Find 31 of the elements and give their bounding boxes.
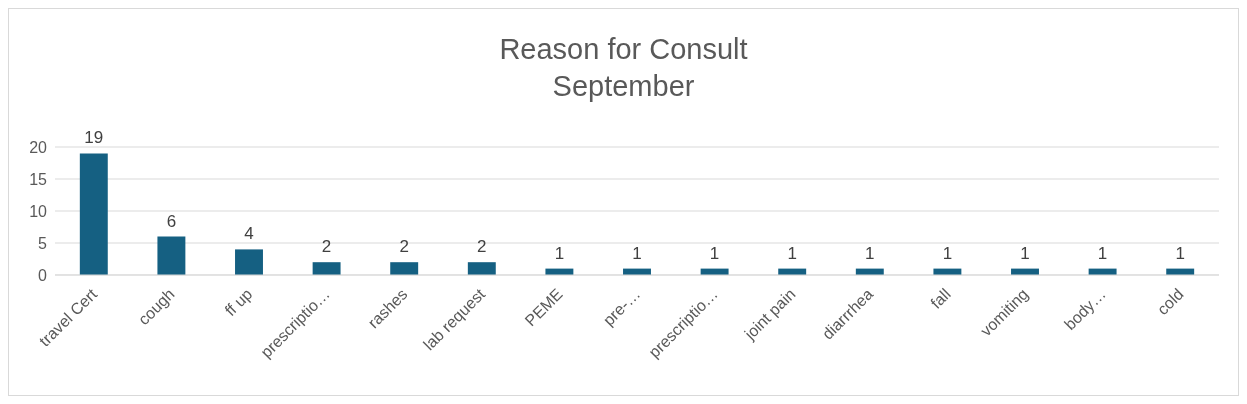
data-label: 1 bbox=[632, 243, 642, 263]
bar bbox=[235, 249, 263, 275]
data-label: 1 bbox=[1175, 243, 1185, 263]
bar bbox=[390, 262, 419, 275]
data-label: 4 bbox=[244, 224, 254, 244]
y-tick-label: 10 bbox=[29, 202, 48, 220]
bar bbox=[467, 262, 496, 275]
bar bbox=[312, 262, 341, 275]
bar bbox=[157, 236, 186, 275]
data-label: 1 bbox=[554, 243, 565, 263]
y-tick-label: 5 bbox=[38, 234, 48, 252]
x-tick-label: cold bbox=[1153, 285, 1187, 319]
data-label: 1 bbox=[709, 243, 720, 263]
chart-title: Reason for Consult bbox=[498, 32, 749, 67]
data-label: 1 bbox=[1097, 243, 1108, 263]
x-tick-label: ff up bbox=[221, 285, 256, 320]
y-tick-label: 20 bbox=[29, 138, 48, 156]
data-label: 19 bbox=[84, 128, 104, 148]
data-label: 1 bbox=[942, 243, 953, 263]
data-label: 6 bbox=[166, 211, 177, 231]
data-label: 2 bbox=[321, 237, 332, 257]
chart-subtitle: September bbox=[551, 69, 696, 104]
data-label: 1 bbox=[1020, 243, 1030, 263]
y-tick-label: 0 bbox=[38, 266, 48, 284]
data-label: 1 bbox=[787, 243, 797, 263]
data-label: 2 bbox=[477, 237, 487, 257]
data-label: 2 bbox=[399, 237, 409, 257]
x-tick-label: fall bbox=[927, 285, 954, 312]
data-label: 1 bbox=[865, 243, 875, 263]
bar bbox=[79, 153, 108, 275]
y-tick-label: 15 bbox=[29, 170, 48, 188]
